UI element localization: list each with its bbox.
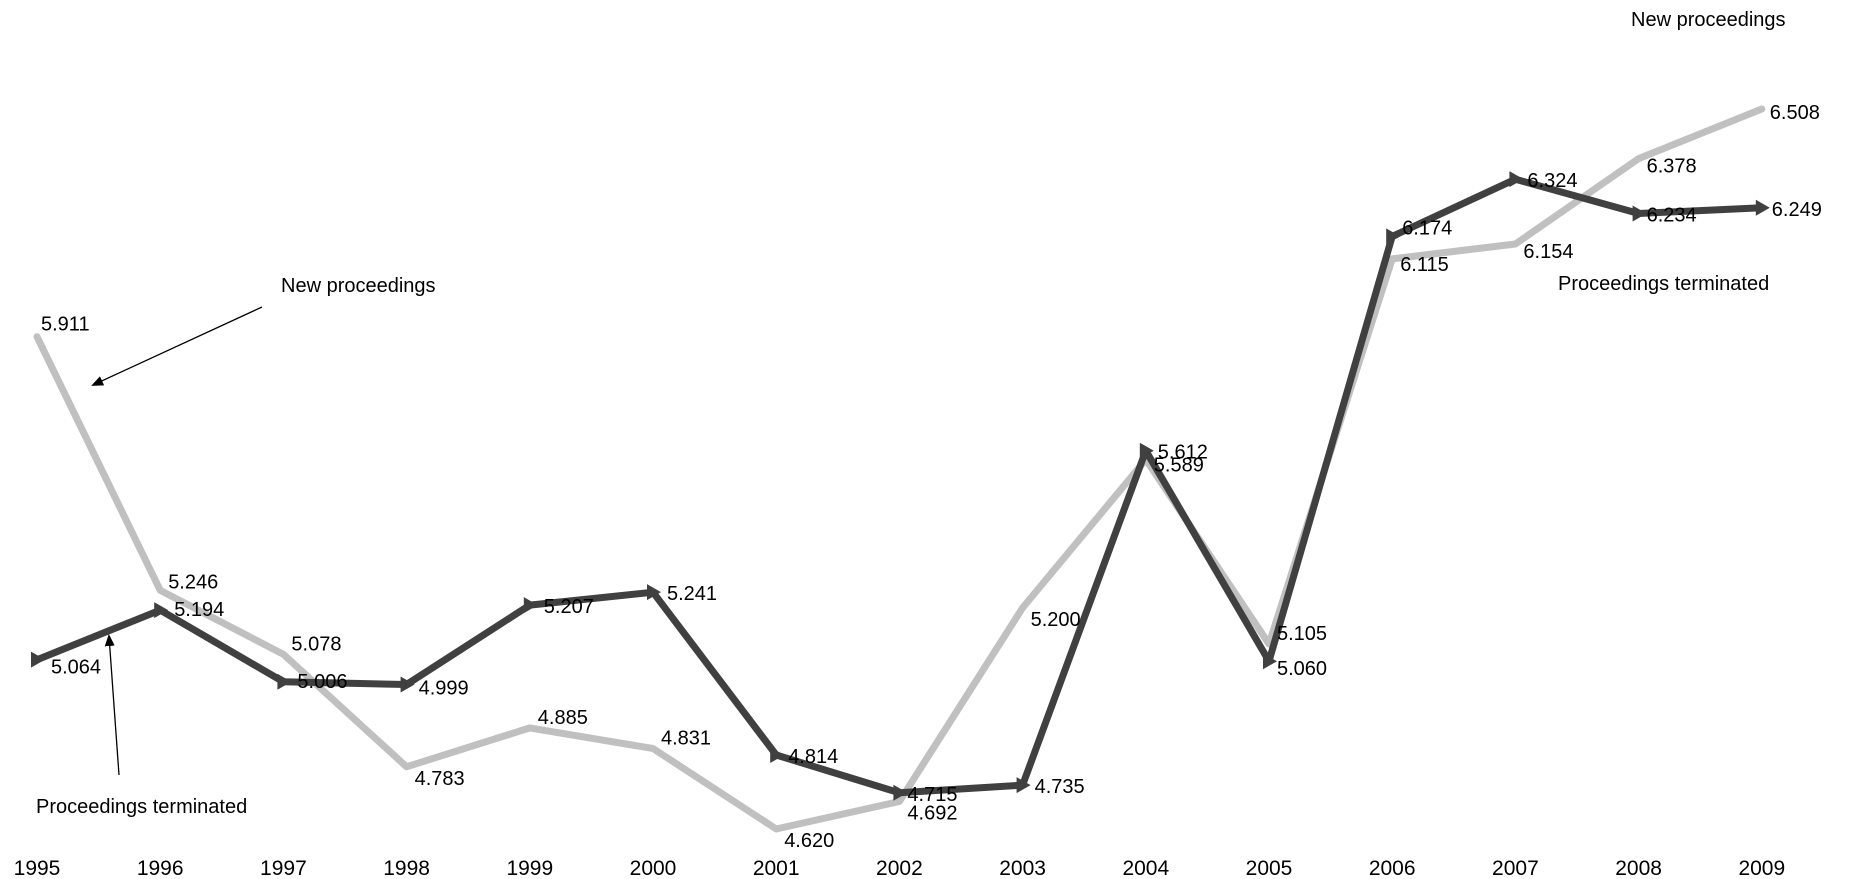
proceedings-terminated-data-label: 4.735 bbox=[1035, 776, 1085, 798]
new-proceedings-data-label: 6.154 bbox=[1523, 241, 1573, 263]
data-point-marker bbox=[1016, 777, 1031, 794]
new-proceedings-data-label: 5.200 bbox=[1031, 609, 1081, 631]
data-point bbox=[34, 333, 40, 340]
annotation-terminated-left-label: Proceedings terminated bbox=[36, 796, 247, 818]
new-proceedings-data-label: 5.246 bbox=[168, 571, 218, 593]
new-proceedings-data-label: 5.105 bbox=[1277, 623, 1327, 645]
data-point-marker bbox=[523, 597, 538, 614]
proceedings-terminated-data-label: 4.814 bbox=[788, 746, 838, 768]
x-tick-label: 2006 bbox=[1369, 857, 1416, 879]
data-point bbox=[1758, 106, 1765, 112]
x-tick-label: 2004 bbox=[1122, 857, 1169, 879]
proceedings-terminated-data-label: 5.194 bbox=[174, 599, 224, 621]
new-proceedings-data-label: 4.692 bbox=[907, 803, 957, 825]
x-tick-label: 1995 bbox=[14, 857, 61, 879]
series-new-proceedings bbox=[33, 105, 1766, 833]
annotation-new-proceedings-left: New proceedings bbox=[91, 275, 436, 386]
new-proceedings-data-label: 5.078 bbox=[291, 633, 341, 655]
new-proceedings-line bbox=[33, 105, 1766, 833]
x-tick-label: 2002 bbox=[876, 857, 923, 879]
proceedings-terminated-data-label: 5.241 bbox=[667, 583, 717, 605]
data-point-marker bbox=[1263, 653, 1277, 670]
data-point-marker bbox=[277, 673, 292, 690]
annotation-arrow-new-left bbox=[91, 306, 263, 386]
x-tick-label: 2000 bbox=[630, 857, 677, 879]
data-point-marker bbox=[1139, 442, 1154, 459]
x-tick-label: 2009 bbox=[1738, 857, 1785, 879]
data-labels: 5.911 5.246 5.078 4.783 4.885 4.831 4.620 4.692… bbox=[41, 102, 1822, 852]
proceedings-terminated-data-label: 5.006 bbox=[297, 671, 347, 693]
proceedings-terminated-data-label: 5.060 bbox=[1277, 658, 1327, 680]
data-point bbox=[280, 651, 287, 658]
data-point bbox=[1635, 155, 1642, 162]
proceedings-terminated-data-label: 5.064 bbox=[51, 657, 101, 679]
data-point bbox=[526, 724, 533, 731]
data-point-marker bbox=[1632, 205, 1647, 222]
proceedings-terminated-data-label: 6.234 bbox=[1647, 204, 1697, 226]
annotation-terminated-right-label: Proceedings terminated bbox=[1558, 273, 1769, 295]
new-proceedings-data-label: 6.378 bbox=[1647, 156, 1697, 178]
data-point-marker bbox=[1755, 199, 1770, 216]
data-point bbox=[896, 798, 903, 805]
x-tick-label: 2007 bbox=[1492, 857, 1539, 879]
new-proceedings-data-label: 4.620 bbox=[784, 830, 834, 852]
data-point-marker bbox=[400, 676, 415, 693]
data-point-marker bbox=[893, 784, 908, 801]
x-axis-ticks: 1995 1996 1997 1998 1999 2000 2001 2002 2003 2004… bbox=[14, 857, 1786, 879]
x-tick-label: 2003 bbox=[999, 857, 1046, 879]
data-point-marker bbox=[770, 747, 785, 764]
x-tick-label: 2008 bbox=[1615, 857, 1662, 879]
proceedings-terminated-data-label: 6.174 bbox=[1402, 217, 1452, 239]
data-point-marker bbox=[647, 584, 661, 601]
data-point bbox=[1512, 241, 1519, 247]
data-point bbox=[1389, 255, 1396, 262]
data-point-marker bbox=[31, 651, 45, 668]
x-tick-label: 2001 bbox=[753, 857, 800, 879]
data-point-marker bbox=[154, 602, 169, 619]
x-tick-label: 1998 bbox=[383, 857, 430, 879]
x-tick-label: 1999 bbox=[506, 857, 553, 879]
proceedings-terminated-line bbox=[33, 175, 1766, 797]
new-proceedings-data-label: 5.911 bbox=[41, 314, 90, 336]
data-point bbox=[403, 763, 410, 770]
proceedings-terminated-data-label: 6.249 bbox=[1772, 199, 1822, 221]
annotation-arrow-terminated-left bbox=[104, 634, 120, 776]
new-proceedings-data-label: 6.115 bbox=[1400, 254, 1449, 276]
annotation-terminated-left: Proceedings terminated bbox=[36, 634, 247, 818]
data-point-marker bbox=[1386, 228, 1401, 245]
data-point bbox=[650, 745, 656, 752]
annotation-new-right-label: New proceedings bbox=[1631, 9, 1786, 31]
proceedings-terminated-data-label: 4.715 bbox=[907, 784, 957, 806]
x-tick-label: 1996 bbox=[137, 857, 184, 879]
series-proceedings-terminated bbox=[31, 171, 1770, 801]
series-layer bbox=[31, 105, 1770, 833]
x-tick-label: 1997 bbox=[260, 857, 307, 879]
proceedings-terminated-data-label: 6.324 bbox=[1527, 170, 1577, 192]
new-proceedings-data-label: 6.508 bbox=[1770, 102, 1820, 124]
x-tick-label: 2005 bbox=[1246, 857, 1293, 879]
data-point bbox=[1019, 604, 1026, 611]
proceedings-terminated-data-label: 5.207 bbox=[544, 596, 594, 618]
data-point-marker bbox=[1509, 171, 1524, 188]
proceedings-terminated-data-label: 4.999 bbox=[419, 677, 469, 699]
new-proceedings-data-label: 5.589 bbox=[1154, 454, 1204, 476]
annotation-new-left-label: New proceedings bbox=[281, 275, 436, 297]
data-point bbox=[773, 826, 780, 832]
data-point bbox=[157, 587, 164, 594]
new-proceedings-data-label: 4.831 bbox=[661, 728, 711, 750]
new-proceedings-data-label: 4.885 bbox=[538, 707, 588, 729]
proceedings-terminated-data-label: 5.612 bbox=[1158, 442, 1208, 464]
new-proceedings-data-label: 4.783 bbox=[415, 768, 465, 790]
